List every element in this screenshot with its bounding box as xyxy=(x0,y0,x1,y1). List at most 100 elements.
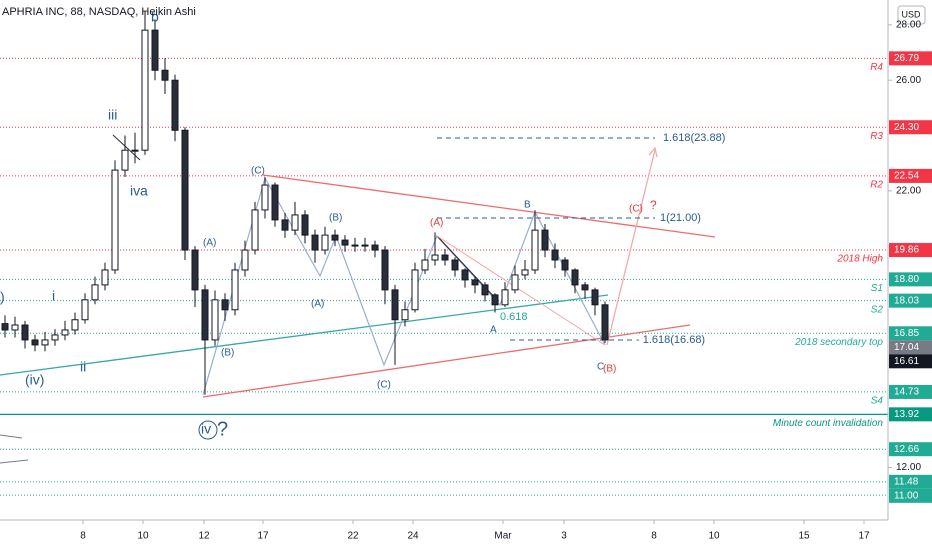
trend-line xyxy=(262,174,716,238)
candle-body xyxy=(141,29,149,151)
label: (C) xyxy=(629,204,643,215)
x-tick-label: 17 xyxy=(257,531,269,542)
candle-body xyxy=(361,244,369,247)
candle-body xyxy=(451,259,459,271)
y-tick-label: 22.00 xyxy=(896,185,921,196)
label: ii xyxy=(80,359,86,375)
candle-body xyxy=(191,249,199,291)
label: 0.618 xyxy=(500,311,528,323)
candle-body xyxy=(21,324,29,341)
x-tick-label: 22 xyxy=(347,531,359,542)
x-tick-label: 15 xyxy=(798,531,810,542)
currency-button[interactable] xyxy=(897,5,926,25)
candle-body xyxy=(221,299,229,311)
trend-line xyxy=(0,294,609,376)
candle-body xyxy=(121,149,129,171)
candle-body xyxy=(491,294,499,306)
level-name: R3 xyxy=(870,131,883,142)
candle-body xyxy=(11,324,19,331)
candle-body xyxy=(261,184,269,211)
candle-body xyxy=(511,274,519,291)
candle-body xyxy=(251,209,259,251)
arrow-head xyxy=(648,146,658,158)
x-tick-label: 3 xyxy=(561,531,567,542)
currency[interactable]: USD xyxy=(901,9,921,19)
label: - 1.618(16.68) xyxy=(636,334,705,346)
label: A xyxy=(490,325,497,336)
x-tick-label: 12 xyxy=(198,531,210,542)
label: (C) xyxy=(377,380,391,391)
price-label: 18.03 xyxy=(894,295,919,306)
candle-body xyxy=(341,239,349,246)
candle-body xyxy=(161,69,169,81)
candle-body xyxy=(461,269,469,281)
y-tick-label: 12.00 xyxy=(896,462,921,473)
price-label: 16.85 xyxy=(894,328,919,339)
price-box xyxy=(889,340,932,355)
x-tick-label: 24 xyxy=(407,531,419,542)
candle-body xyxy=(531,229,539,271)
label: ? xyxy=(650,198,657,212)
candle-body xyxy=(111,169,119,271)
candle-body xyxy=(71,319,79,331)
y-tick-label: 28.00 xyxy=(896,20,921,31)
price-box xyxy=(889,120,932,135)
x-tick-label: 8 xyxy=(80,531,86,542)
price-box xyxy=(889,243,932,258)
price-label: 22.54 xyxy=(894,171,919,182)
wave-path xyxy=(436,235,606,346)
candle-body xyxy=(271,184,279,221)
level-name: S4 xyxy=(871,396,884,407)
label: iii xyxy=(108,107,117,123)
price-label: 19.86 xyxy=(894,245,919,256)
candle-body xyxy=(61,329,69,336)
label: (A) xyxy=(430,218,443,229)
price-label: 26.79 xyxy=(894,53,919,64)
level-name: 2018 High xyxy=(836,254,883,265)
x-tick-label: 17 xyxy=(858,531,870,542)
label: (C) xyxy=(251,166,265,177)
line xyxy=(0,459,29,464)
levels: R4 R3 R2 2018 High S1 S2 2018 secondary top S4 M… xyxy=(0,57,888,496)
price-box xyxy=(889,384,932,399)
y-tick-label: 26.00 xyxy=(896,75,921,86)
candle-body xyxy=(151,29,159,71)
candles xyxy=(1,11,609,395)
price-label: 17.04 xyxy=(894,342,919,353)
price-box xyxy=(889,474,932,489)
price-label: 11.48 xyxy=(894,476,919,487)
candle-body xyxy=(131,149,139,152)
candle-body xyxy=(81,299,89,321)
label: a xyxy=(140,183,148,199)
label: B xyxy=(524,200,531,211)
candle-body xyxy=(231,269,239,311)
price-label: 12.66 xyxy=(894,444,919,455)
candle-body xyxy=(281,219,289,231)
label: (iv) xyxy=(25,372,44,388)
label: b xyxy=(151,9,159,25)
arrow xyxy=(606,149,656,346)
price-box xyxy=(889,407,932,422)
price-box xyxy=(889,293,932,308)
candle-body xyxy=(171,79,179,131)
wave-path xyxy=(202,176,606,396)
chart-title: APHRIA INC, 88, NASDAQ, Heikin Ashi xyxy=(2,6,196,18)
annotations: ) i ii (iv) iii iv a b (A) (B) (C) (A) (… xyxy=(0,9,725,441)
level-name: 2018 secondary top xyxy=(794,337,883,348)
price-box xyxy=(889,51,932,66)
candle-body xyxy=(571,269,579,286)
price-box xyxy=(889,326,932,341)
candle-body xyxy=(241,249,249,271)
x-tick-label: Mar xyxy=(494,531,512,542)
level-name: S1 xyxy=(871,283,883,294)
label: C xyxy=(597,362,604,373)
candle-body xyxy=(391,289,399,321)
candle-body xyxy=(351,244,359,247)
candle-body xyxy=(291,214,299,231)
line xyxy=(0,434,23,439)
price-label: 24.30 xyxy=(894,122,919,133)
candle-body xyxy=(31,339,39,346)
x-tick-label: 10 xyxy=(137,531,149,542)
candle-body xyxy=(501,289,509,306)
